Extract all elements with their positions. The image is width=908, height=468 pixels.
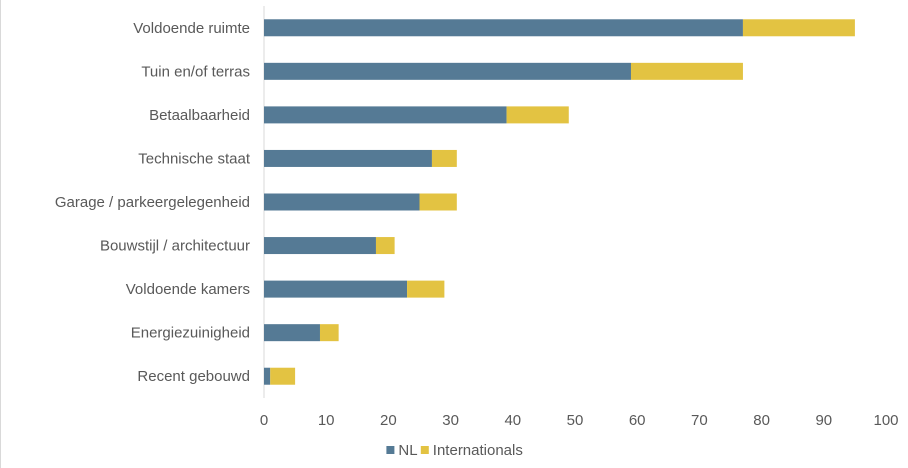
x-tick-label: 20 (380, 412, 397, 429)
bar-nl (264, 19, 743, 37)
legend-swatch (386, 446, 395, 454)
category-label: Betaalbaarheid (149, 107, 250, 124)
category-label: Garage / parkeergelegenheid (55, 194, 250, 211)
bar-nl (264, 149, 432, 167)
bar-internationals (375, 237, 395, 255)
legend-swatch (420, 446, 429, 454)
x-tick-label: 100 (873, 412, 898, 429)
bar-internationals (407, 280, 445, 298)
category-label: Bouwstijl / architectuur (100, 238, 250, 255)
category-label: Energiezuinigheid (131, 325, 250, 342)
bar-internationals (630, 62, 743, 80)
x-tick-label: 40 (504, 412, 521, 429)
category-label: Tuin en/of terras (141, 63, 250, 80)
legend-label: Internationals (433, 442, 523, 459)
bar-nl (264, 237, 376, 255)
bar-nl (264, 324, 320, 342)
bar-internationals (319, 324, 339, 342)
x-tick-label: 60 (629, 412, 646, 429)
bar-internationals (419, 193, 457, 211)
category-label: Technische staat (138, 150, 251, 167)
x-tick-label: 30 (442, 412, 459, 429)
x-tick-label: 80 (753, 412, 770, 429)
legend-item-internationals: Internationals (420, 442, 523, 459)
x-tick-label: 0 (260, 412, 268, 429)
bar-nl (264, 280, 408, 298)
bar-nl (264, 62, 631, 80)
category-label: Voldoende ruimte (133, 20, 250, 37)
bar-internationals (742, 19, 855, 37)
category-label: Voldoende kamers (126, 281, 250, 298)
bar-internationals (506, 106, 569, 124)
bar-internationals (270, 367, 296, 385)
bar-nl (264, 106, 507, 124)
x-tick-label: 10 (318, 412, 335, 429)
x-tick-label: 70 (691, 412, 708, 429)
bar-internationals (431, 149, 457, 167)
x-tick-label: 50 (567, 412, 584, 429)
bar-nl (264, 193, 420, 211)
legend-label: NL (398, 442, 417, 459)
bar-nl (264, 367, 271, 385)
x-tick-label: 90 (815, 412, 832, 429)
legend-item-nl: NL (386, 442, 418, 459)
category-label: Recent gebouwd (137, 368, 250, 385)
